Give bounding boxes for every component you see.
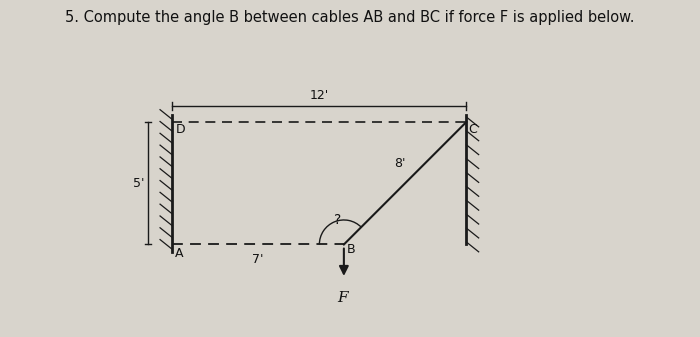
Text: A: A [175, 247, 184, 260]
Text: 5': 5' [132, 177, 144, 190]
Text: ?: ? [334, 213, 342, 227]
Text: D: D [175, 123, 185, 136]
Text: 12': 12' [309, 89, 329, 102]
Text: B: B [346, 243, 355, 256]
Text: 7': 7' [252, 253, 264, 266]
Text: 5. Compute the angle B between cables AB and BC if force F is applied below.: 5. Compute the angle B between cables AB… [65, 10, 635, 25]
Text: C: C [468, 123, 477, 136]
Text: F: F [337, 291, 348, 305]
Text: 8': 8' [394, 157, 405, 170]
